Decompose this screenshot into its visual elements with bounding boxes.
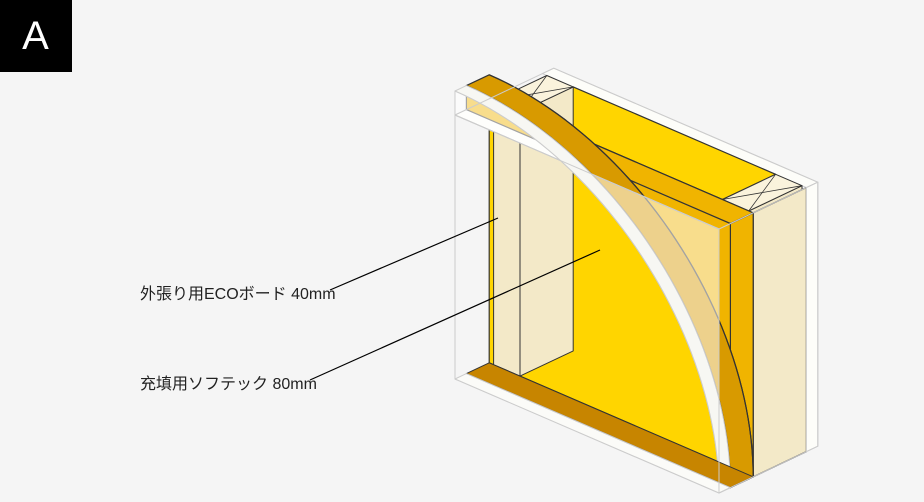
label-fill-insulation: 充填用ソフテック 80mm: [140, 370, 317, 394]
wall-section-diagram: [0, 0, 924, 502]
label-outer-board: 外張り用ECOボード 40mm: [140, 280, 336, 304]
